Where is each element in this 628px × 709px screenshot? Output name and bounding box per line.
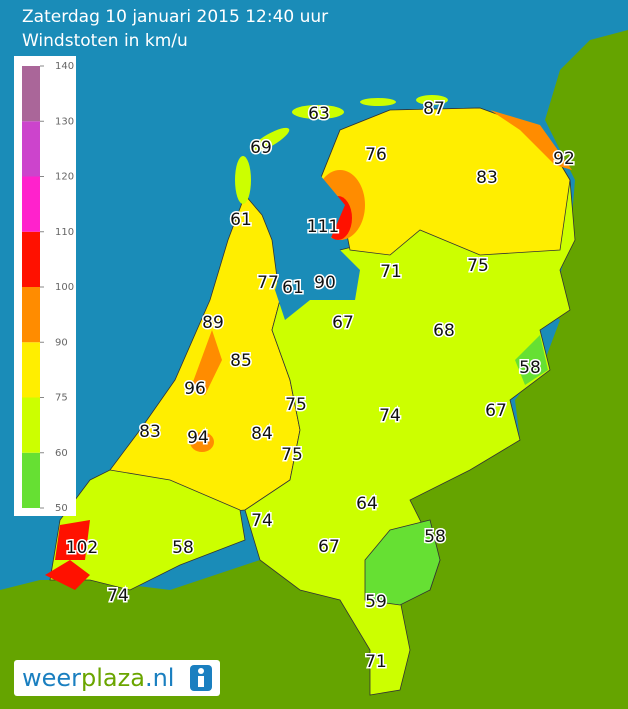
legend-tick-label: 100 — [55, 282, 74, 293]
station-value: 87 — [423, 99, 445, 119]
station-value: 96 — [184, 379, 206, 399]
station-value: 67 — [485, 401, 507, 421]
station-value: 83 — [139, 422, 161, 442]
gust-zone — [515, 335, 548, 385]
island — [360, 98, 396, 106]
legend-band — [22, 287, 40, 343]
station-value: 111 — [307, 217, 339, 237]
station-value: 77 — [257, 273, 279, 293]
station-value: 59 — [365, 592, 387, 612]
legend-band — [22, 397, 40, 453]
station-value: 75 — [285, 395, 307, 415]
station-value: 85 — [230, 351, 252, 371]
station-value: 68 — [433, 321, 455, 341]
station-value: 84 — [251, 424, 273, 444]
station-value: 63 — [308, 104, 330, 124]
legend-tick-label: 50 — [55, 503, 68, 514]
legend-tick-label: 130 — [55, 116, 74, 127]
station-value: 83 — [476, 168, 498, 188]
legend-band — [22, 176, 40, 232]
legend-band — [22, 66, 40, 122]
island — [416, 95, 448, 105]
logo-icon — [198, 668, 204, 674]
logo-part: weer — [22, 664, 81, 692]
station-value: 94 — [187, 428, 209, 448]
lake — [275, 240, 360, 320]
station-value: 75 — [281, 445, 303, 465]
island — [292, 105, 344, 119]
station-value: 67 — [318, 537, 340, 557]
station-value: 74 — [107, 586, 129, 606]
station-value: 69 — [250, 138, 272, 158]
station-value: 71 — [365, 652, 387, 672]
station-value: 58 — [519, 358, 541, 378]
legend-tick-label: 140 — [55, 61, 74, 72]
legend-tick-label: 120 — [55, 172, 74, 183]
station-value: 74 — [379, 406, 401, 426]
legend-tick-label: 90 — [55, 337, 68, 348]
station-value: 61 — [230, 210, 252, 230]
station-value: 67 — [332, 313, 354, 333]
station-value: 90 — [314, 273, 336, 293]
legend-band — [22, 342, 40, 398]
station-value: 74 — [251, 511, 273, 531]
legend-band — [22, 121, 40, 177]
gust-zone — [490, 110, 572, 170]
gust-zone — [364, 519, 441, 606]
gust-zone — [190, 330, 222, 395]
logo-box — [14, 660, 220, 696]
gust-zone — [45, 560, 90, 590]
station-value: 71 — [380, 262, 402, 282]
logo-part: plaza — [81, 664, 145, 692]
legend-tick-label: 110 — [55, 227, 74, 238]
island — [235, 156, 251, 204]
legend-tick-label: 75 — [55, 393, 68, 404]
station-value: 61 — [282, 278, 304, 298]
station-value: 64 — [356, 494, 378, 514]
gust-zone — [55, 520, 90, 560]
title: Zaterdag 10 januari 2015 12:40 uur — [22, 7, 328, 27]
logo: weerplaza.nl — [22, 664, 174, 692]
logo-part: .nl — [145, 664, 175, 692]
station-value: 76 — [365, 145, 387, 165]
island — [250, 127, 290, 153]
station-value: 92 — [553, 149, 575, 169]
station-value: 89 — [202, 313, 224, 333]
legend-band — [22, 452, 40, 508]
lake — [275, 175, 345, 240]
station-value: 58 — [424, 527, 446, 547]
legend-tick-label: 60 — [55, 448, 68, 459]
legend: 50 60 75 90 100 110 120 130 140 — [22, 61, 74, 514]
station-value: 58 — [172, 538, 194, 558]
province-north — [319, 107, 571, 256]
gust-zone — [190, 432, 214, 452]
station-value: 102 — [66, 538, 98, 558]
neighbour-land — [0, 30, 628, 709]
legend-band — [22, 231, 40, 287]
subtitle: Windstoten in km/u — [22, 31, 188, 51]
logo-icon — [198, 676, 204, 687]
station-value: 75 — [467, 256, 489, 276]
